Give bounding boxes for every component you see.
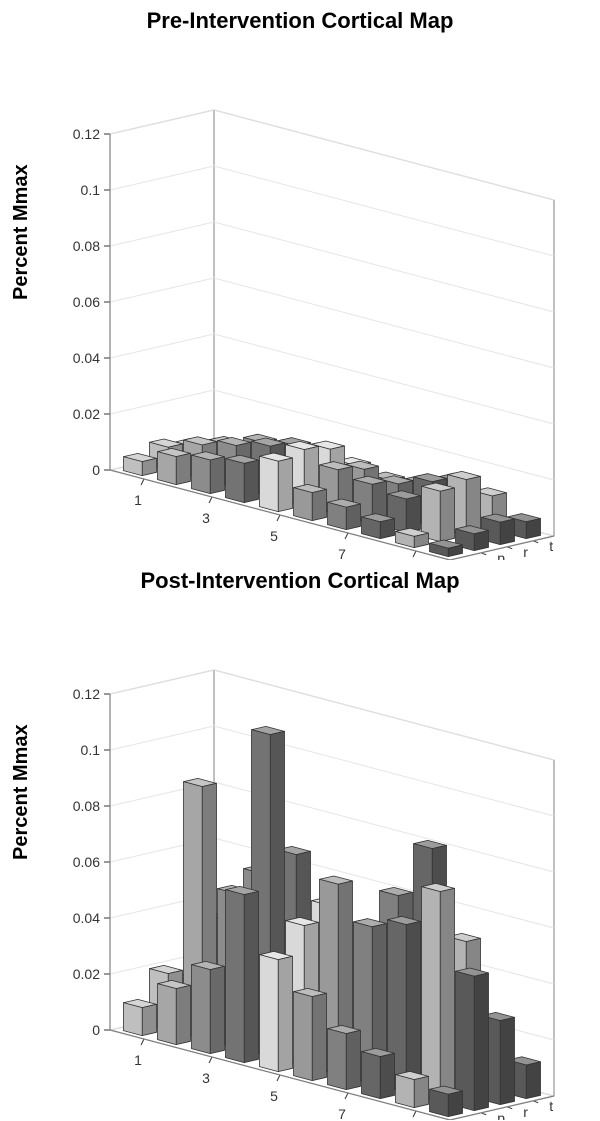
svg-text:0: 0: [92, 1022, 100, 1038]
svg-text:3: 3: [202, 1070, 210, 1086]
svg-text:t: t: [549, 538, 553, 554]
post-chart-ylabel: Percent Mmax: [10, 724, 33, 860]
pre-chart-block: Pre-Intervention Cortical Map Percent Mm…: [0, 0, 600, 560]
pre-chart-ylabel: Percent Mmax: [10, 164, 33, 300]
svg-text:r: r: [523, 1104, 528, 1120]
svg-text:0.08: 0.08: [73, 798, 100, 814]
svg-text:0.12: 0.12: [73, 686, 100, 702]
svg-text:5: 5: [270, 1088, 278, 1104]
post-chart-block: Post-Intervention Cortical Map Percent M…: [0, 560, 600, 1120]
svg-text:0.12: 0.12: [73, 126, 100, 142]
svg-text:p: p: [497, 550, 505, 560]
svg-text:0.04: 0.04: [73, 350, 100, 366]
svg-text:3: 3: [202, 510, 210, 526]
svg-text:0.04: 0.04: [73, 910, 100, 926]
svg-text:1: 1: [134, 492, 142, 508]
svg-text:0.06: 0.06: [73, 294, 100, 310]
svg-text:7: 7: [338, 546, 346, 560]
svg-text:0.06: 0.06: [73, 854, 100, 870]
svg-text:p: p: [497, 1110, 505, 1120]
svg-text:7: 7: [338, 1106, 346, 1120]
svg-text:r: r: [523, 544, 528, 560]
svg-text:0.02: 0.02: [73, 406, 100, 422]
post-chart-title: Post-Intervention Cortical Map: [0, 568, 600, 594]
svg-text:0: 0: [92, 462, 100, 478]
svg-text:t: t: [549, 1098, 553, 1114]
svg-text:0.1: 0.1: [81, 742, 101, 758]
pre-chart-title: Pre-Intervention Cortical Map: [0, 8, 600, 34]
pre-chart-svg: 00.020.040.060.080.10.1213579prt: [0, 0, 600, 560]
svg-text:5: 5: [270, 528, 278, 544]
svg-text:1: 1: [134, 1052, 142, 1068]
post-chart-svg: 00.020.040.060.080.10.1213579prt: [0, 560, 600, 1120]
svg-text:0.08: 0.08: [73, 238, 100, 254]
svg-text:0.02: 0.02: [73, 966, 100, 982]
svg-text:0.1: 0.1: [81, 182, 101, 198]
